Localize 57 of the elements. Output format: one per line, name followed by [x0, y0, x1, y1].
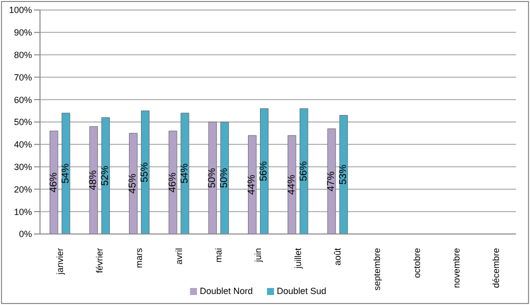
bar — [168, 130, 178, 234]
x-tick-label: novembre — [452, 248, 462, 288]
bar — [339, 115, 348, 234]
y-tick-label: 50% — [14, 117, 32, 128]
data-label: 54% — [179, 163, 190, 184]
y-tick-label: 70% — [14, 72, 32, 82]
data-label: 46% — [167, 172, 178, 192]
data-label: 45% — [128, 173, 139, 194]
bar — [180, 112, 190, 234]
data-label: 53% — [338, 164, 350, 185]
data-label: 56% — [298, 161, 310, 182]
y-tick-label: 0% — [18, 229, 32, 240]
data-label: 44% — [246, 174, 258, 195]
data-label: 55% — [140, 162, 151, 182]
y-tick-label: 10% — [14, 206, 32, 217]
x-tick-label: avril — [174, 248, 184, 265]
bar — [327, 128, 336, 234]
bar — [300, 108, 308, 234]
y-tick-label: 40% — [14, 140, 32, 150]
x-tick-label: juillet — [292, 248, 303, 270]
data-label: 54% — [60, 163, 72, 184]
bar — [101, 117, 110, 234]
data-label: 47% — [326, 171, 338, 192]
bar — [248, 135, 256, 234]
data-label: 50% — [219, 168, 230, 188]
x-tick-label: février — [94, 248, 104, 274]
data-label: 50% — [207, 168, 218, 188]
bar — [220, 122, 229, 234]
bar — [89, 126, 98, 234]
y-tick-label: 90% — [14, 28, 32, 38]
legend-label: Doublet Nord — [198, 286, 253, 296]
data-label: 48% — [88, 170, 100, 190]
data-label: 46% — [48, 172, 60, 192]
data-label: 56% — [258, 161, 270, 182]
y-tick-label: 60% — [14, 94, 32, 105]
x-tick-label: juin — [253, 248, 264, 264]
bar — [129, 132, 138, 234]
bar — [62, 112, 70, 234]
x-tick-label: décembre — [491, 248, 502, 288]
bar — [260, 108, 268, 234]
legend-label: Doublet Sud — [276, 286, 326, 296]
data-label: 52% — [100, 166, 112, 186]
x-tick-label: octobre — [412, 248, 422, 278]
x-tick-label: septembre — [372, 248, 382, 291]
x-tick-label: janvier — [54, 248, 65, 276]
bar — [50, 130, 58, 234]
y-tick-label: 30% — [14, 162, 32, 172]
y-tick-label: 80% — [14, 50, 32, 60]
bar — [141, 110, 150, 234]
x-tick-label: août — [332, 248, 342, 266]
y-tick-label: 20% — [14, 184, 32, 194]
y-tick-label: 100% — [8, 5, 32, 16]
x-tick-label: mai — [214, 248, 224, 263]
data-label: 44% — [286, 174, 298, 195]
bar — [288, 135, 296, 234]
x-tick-label: mars — [134, 248, 144, 268]
bar — [208, 122, 217, 234]
